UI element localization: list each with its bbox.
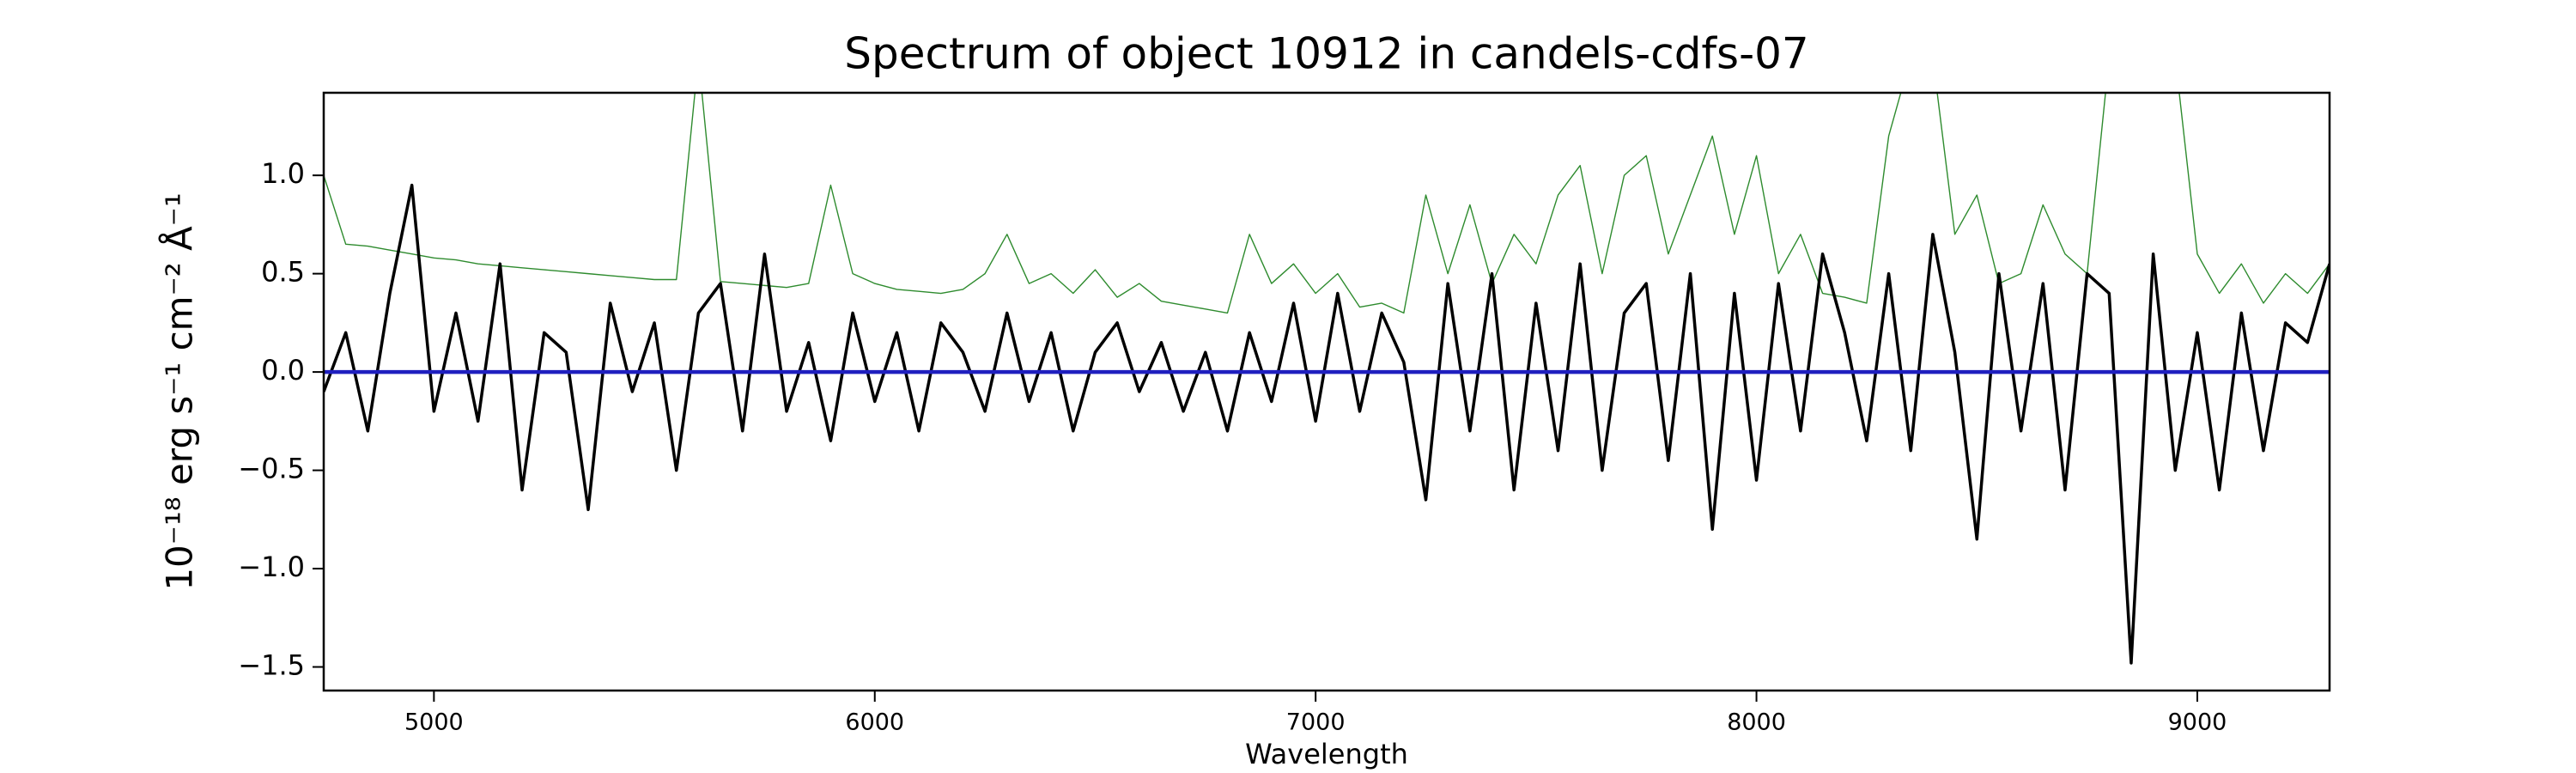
x-tick-label: 8000 [1727, 709, 1786, 736]
y-tick-label: −0.5 [238, 453, 305, 485]
y-tick-label: 0.0 [261, 354, 305, 386]
spectrum-line [324, 93, 2330, 314]
y-tick-label: 1.0 [261, 157, 305, 190]
chart-title: Spectrum of object 10912 in candels-cdfs… [844, 29, 1809, 79]
x-tick-label: 5000 [404, 709, 464, 736]
y-tick-label: 0.5 [261, 256, 305, 289]
x-tick-label: 7000 [1286, 709, 1346, 736]
x-tick-label: 9000 [2168, 709, 2227, 736]
y-axis-label: 10⁻¹⁸ erg s⁻¹ cm⁻² Å⁻¹ [158, 192, 201, 590]
x-tick-label: 6000 [845, 709, 904, 736]
plot-frame [322, 91, 2331, 692]
y-tick-label: −1.5 [238, 649, 305, 682]
x-axis-label: Wavelength [1245, 738, 1408, 770]
spectrum-line [324, 183, 2330, 665]
plot-area [324, 93, 2330, 665]
y-tick-label: −1.0 [238, 551, 305, 583]
